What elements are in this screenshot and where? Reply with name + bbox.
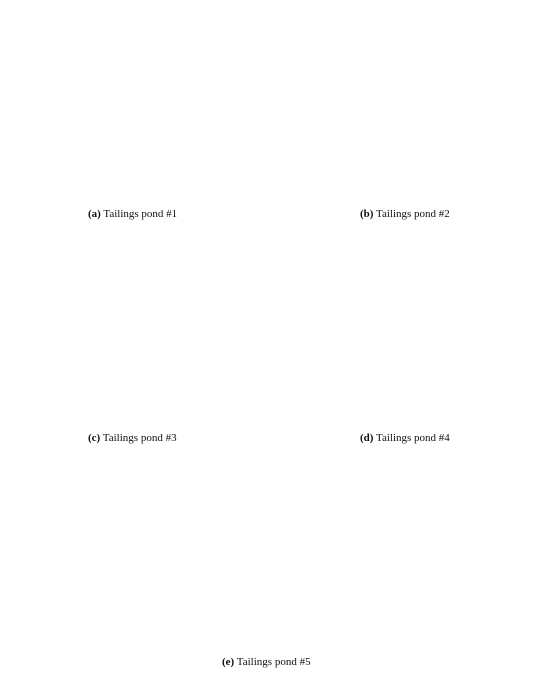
caption-tag: (e) xyxy=(222,656,235,668)
caption-tag: (d) xyxy=(360,432,374,444)
chart-svg-d xyxy=(275,232,550,432)
chart-panel-d: (d) Tailings pond #4 xyxy=(275,232,550,457)
chart-panel-b: (b) Tailings pond #2 xyxy=(275,0,550,230)
chart-panel-c: (c) Tailings pond #3 xyxy=(0,232,275,457)
caption-tag: (c) xyxy=(88,432,101,444)
chart-panel-a: (a) Tailings pond #1 xyxy=(0,0,275,230)
caption-tag: (b) xyxy=(360,208,374,220)
chart-svg-e xyxy=(130,460,430,655)
caption-a: (a) Tailings pond #1 xyxy=(88,208,177,220)
caption-d: (d) Tailings pond #4 xyxy=(360,432,450,444)
chart-svg-c xyxy=(0,232,275,432)
caption-text: Tailings pond #5 xyxy=(236,656,311,668)
caption-b: (b) Tailings pond #2 xyxy=(360,208,450,220)
chart-panel-e: (e) Tailings pond #5 xyxy=(130,460,430,678)
caption-c: (c) Tailings pond #3 xyxy=(88,432,177,444)
chart-svg-b xyxy=(275,0,550,205)
caption-text: Tailings pond #3 xyxy=(102,432,177,444)
caption-text: Tailings pond #4 xyxy=(376,432,450,444)
caption-text: Tailings pond #2 xyxy=(376,208,450,220)
caption-e: (e) Tailings pond #5 xyxy=(222,656,311,668)
caption-text: Tailings pond #1 xyxy=(103,208,178,220)
caption-tag: (a) xyxy=(88,208,101,220)
chart-svg-a xyxy=(0,0,275,205)
